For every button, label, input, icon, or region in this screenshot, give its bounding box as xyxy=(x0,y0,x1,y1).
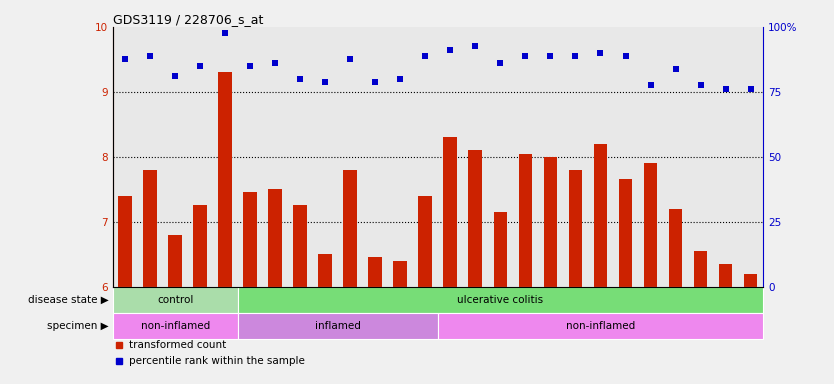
Text: percentile rank within the sample: percentile rank within the sample xyxy=(128,356,304,366)
Bar xyxy=(113,313,238,339)
Point xyxy=(244,63,257,69)
Text: transformed count: transformed count xyxy=(128,340,226,350)
Text: specimen ▶: specimen ▶ xyxy=(47,321,108,331)
Bar xyxy=(744,274,757,286)
Bar xyxy=(238,313,438,339)
Bar xyxy=(719,264,732,286)
Bar xyxy=(694,251,707,286)
Bar xyxy=(219,72,232,286)
Text: disease state ▶: disease state ▶ xyxy=(28,295,108,305)
Bar xyxy=(669,209,682,286)
Point xyxy=(594,50,607,56)
Point xyxy=(168,73,182,79)
Bar xyxy=(113,286,238,313)
Point xyxy=(469,43,482,50)
Point xyxy=(269,60,282,66)
Bar xyxy=(544,157,557,286)
Text: non-inflamed: non-inflamed xyxy=(140,321,210,331)
Point xyxy=(294,76,307,82)
Bar xyxy=(438,313,763,339)
Bar xyxy=(369,257,382,286)
Bar xyxy=(519,154,532,286)
Bar xyxy=(244,192,257,286)
Bar xyxy=(619,179,632,286)
Point xyxy=(719,86,732,92)
Point xyxy=(143,53,157,59)
Point xyxy=(619,53,632,59)
Bar xyxy=(294,205,307,286)
Bar xyxy=(344,170,357,286)
Bar xyxy=(569,170,582,286)
Bar xyxy=(168,235,182,286)
Text: ulcerative colitis: ulcerative colitis xyxy=(457,295,544,305)
Point xyxy=(344,56,357,63)
Bar xyxy=(118,196,132,286)
Point xyxy=(419,53,432,59)
Bar xyxy=(394,261,407,286)
Bar xyxy=(143,170,157,286)
Bar xyxy=(644,163,657,286)
Point xyxy=(494,60,507,66)
Point xyxy=(544,53,557,59)
Text: control: control xyxy=(157,295,193,305)
Point xyxy=(569,53,582,59)
Point xyxy=(444,46,457,53)
Bar xyxy=(193,205,207,286)
Point xyxy=(644,82,657,88)
Point xyxy=(369,79,382,85)
Text: inflamed: inflamed xyxy=(314,321,361,331)
Point xyxy=(118,56,132,63)
Point xyxy=(319,79,332,85)
Point xyxy=(694,82,707,88)
Text: GDS3119 / 228706_s_at: GDS3119 / 228706_s_at xyxy=(113,13,263,26)
Bar xyxy=(238,286,763,313)
Bar xyxy=(269,189,282,286)
Point xyxy=(394,76,407,82)
Point xyxy=(193,63,207,69)
Point xyxy=(744,86,757,92)
Bar xyxy=(594,144,607,286)
Point xyxy=(669,66,682,72)
Bar xyxy=(419,196,432,286)
Point xyxy=(519,53,532,59)
Bar xyxy=(469,150,482,286)
Point xyxy=(219,30,232,36)
Bar xyxy=(494,212,507,286)
Bar xyxy=(444,137,457,286)
Text: non-inflamed: non-inflamed xyxy=(565,321,636,331)
Bar xyxy=(319,254,332,286)
